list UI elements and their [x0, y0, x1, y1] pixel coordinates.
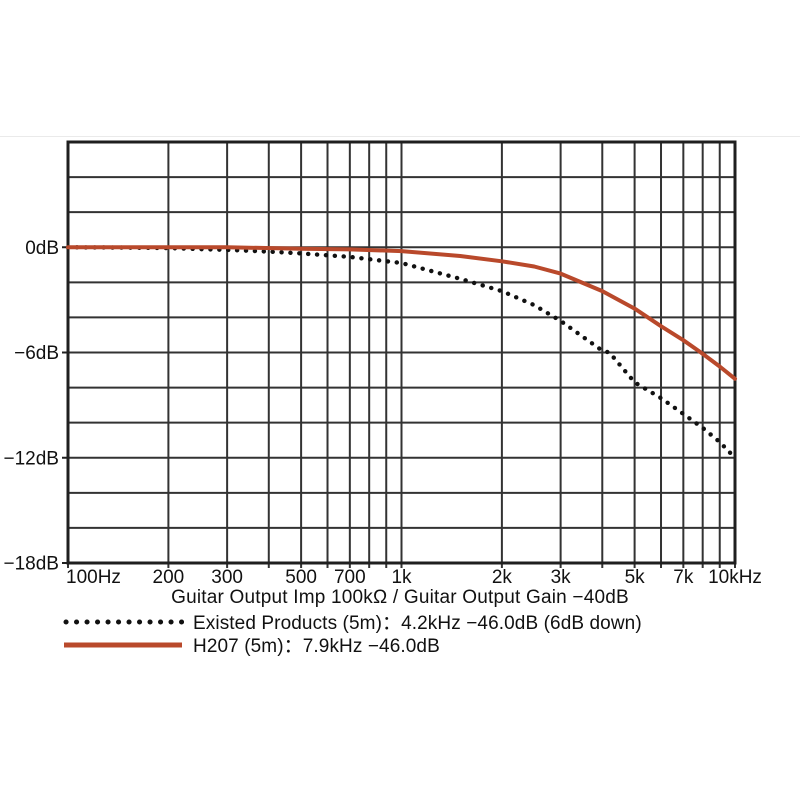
x-tick-label: 300 [211, 567, 243, 588]
x-tick-label: 700 [334, 567, 366, 588]
image-top-edge-line [0, 136, 800, 137]
legend-row-h207: H207 (5m)：7.9kHz −46.0dB [62, 633, 642, 657]
solid-red-line-swatch [64, 642, 182, 647]
x-tick-label: 10kHz [708, 567, 762, 588]
dotted-black-line-swatch [63, 619, 184, 624]
y-tick-label: −12dB [4, 448, 59, 469]
y-tick-label: −18dB [4, 554, 59, 575]
legend-label-existed-products: Existed Products (5m)：4.2kHz −46.0dB (6d… [193, 613, 642, 634]
legend-label-h207: H207 (5m)：7.9kHz −46.0dB [193, 636, 440, 657]
x-tick-label: 100Hz [66, 567, 121, 588]
legend: Existed Products (5m)：4.2kHz −46.0dB (6d… [62, 610, 642, 657]
y-tick-label: −6dB [14, 343, 59, 364]
x-tick-label: 7k [673, 567, 694, 588]
series-h207 [66, 245, 737, 381]
series-existed-products [65, 245, 738, 460]
x-tick-label: 3k [551, 567, 572, 588]
x-tick-label: 500 [285, 567, 317, 588]
legend-row-existed-products: Existed Products (5m)：4.2kHz −46.0dB (6d… [62, 610, 642, 634]
x-axis-title: Guitar Output Imp 100kΩ / Guitar Output … [171, 587, 629, 608]
x-tick-label: 5k [625, 567, 646, 588]
x-tick-label: 2k [492, 567, 513, 588]
x-tick-label: 1k [391, 567, 412, 588]
y-tick-label: 0dB [25, 238, 59, 259]
x-tick-label: 200 [153, 567, 185, 588]
